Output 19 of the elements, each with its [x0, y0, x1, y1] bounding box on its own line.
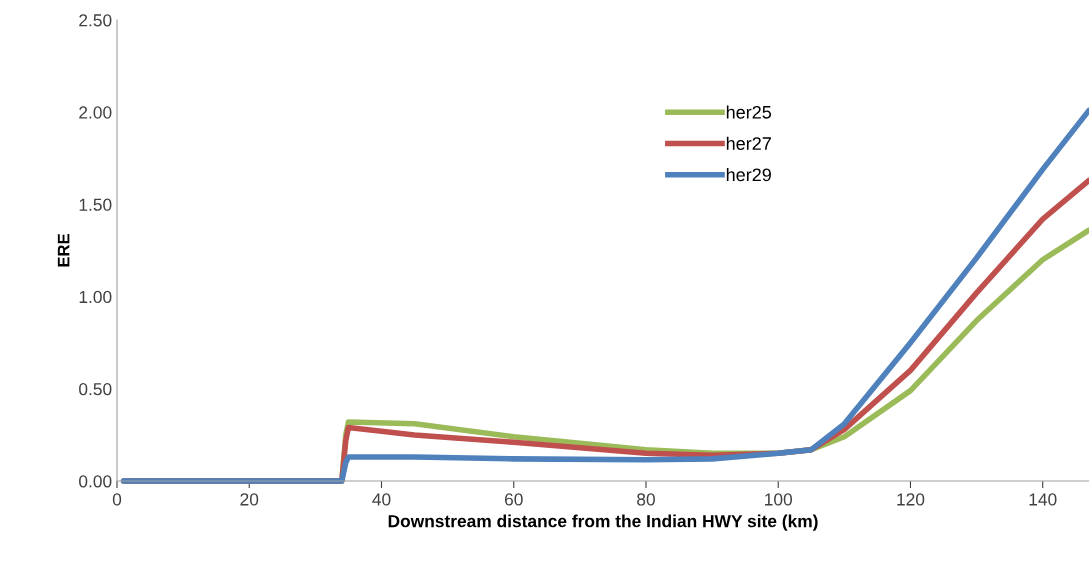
x-axis-title: Downstream distance from the Indian HWY site (km): [388, 514, 818, 531]
y-tick-label: 0.00: [79, 475, 112, 488]
x-tick-label: 140: [1029, 493, 1057, 506]
y-tick-label: 0.50: [79, 382, 112, 396]
legend-label: her25: [726, 105, 772, 119]
x-tick-label: 120: [897, 493, 925, 506]
legend-label: her29: [726, 167, 771, 182]
y-axis-title: ERE: [57, 234, 70, 267]
y-tick-label: 2.50: [79, 14, 112, 27]
x-tick-label: 0: [112, 493, 122, 506]
legend-label: her27: [726, 136, 771, 150]
x-tick-label: 60: [504, 493, 523, 506]
y-tick-label: 1.00: [79, 290, 112, 304]
x-tick-label: 20: [240, 493, 259, 506]
x-tick-label: 40: [372, 493, 391, 506]
y-tick-label: 1.50: [79, 198, 112, 211]
x-tick-label: 100: [765, 493, 793, 506]
x-tick-label: 80: [637, 493, 655, 506]
y-tick-label: 2.00: [79, 106, 112, 119]
